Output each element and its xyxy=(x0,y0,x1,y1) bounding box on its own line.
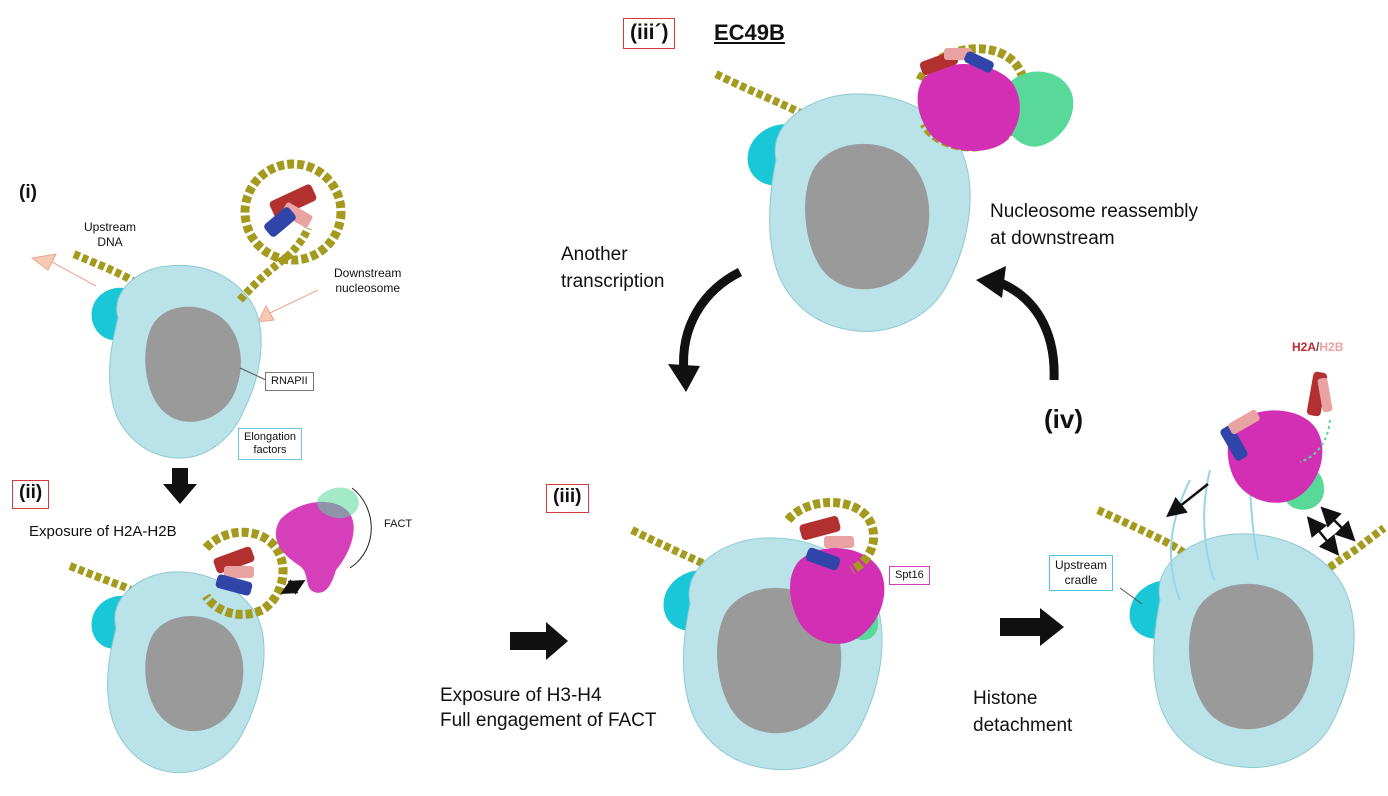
rnapii-leader xyxy=(239,367,267,381)
slash-text: / xyxy=(1316,340,1320,354)
ii-fact-green xyxy=(317,487,359,519)
polymerase-core xyxy=(145,306,241,422)
another-transcription-line2: transcription xyxy=(561,271,665,292)
iii-nucleosome-dna xyxy=(784,498,879,575)
panel-iv-caption-line1: Histone xyxy=(973,688,1038,709)
reassembly-arrowhead xyxy=(976,266,1006,298)
nucleosome-reassembly-line2: at downstream xyxy=(990,228,1115,249)
upstream-cradle-tag: Upstream cradle xyxy=(1049,555,1114,591)
panel-iii-prime-structure xyxy=(714,44,1074,332)
spt16-tag: Spt16 xyxy=(889,566,930,586)
panel-iii-caption-line1: Exposure of H3-H4 xyxy=(440,685,602,706)
panel-iv-caption: Histone detachment xyxy=(973,685,1072,739)
elongation-factors-line1: Elongation xyxy=(244,431,296,443)
upstream-cradle-line2: cradle xyxy=(1064,573,1098,587)
histone-h3 xyxy=(269,184,317,218)
ii-double-arrow xyxy=(280,579,306,595)
ii-fact-magenta xyxy=(275,501,354,593)
iv-double-arrow-2 xyxy=(1320,506,1356,542)
ii-histone-pink xyxy=(224,566,254,578)
panel-i-label: (i) xyxy=(19,182,37,203)
iv-histone-pink xyxy=(1228,409,1260,435)
panel-ii-structure xyxy=(68,487,372,774)
panel-iii-caption-line2: Full engagement of FACT xyxy=(440,710,657,731)
h2a-text: H2A xyxy=(1292,340,1317,354)
iii-prime-histone-blue xyxy=(964,51,994,73)
upstream-dna-label: Upstream DNA xyxy=(84,220,136,250)
h2a-h2b-label: H2A/H2B xyxy=(1292,340,1343,354)
another-transcription-arrowhead xyxy=(668,364,700,392)
downstream-nucleosome-line2: nucleosome xyxy=(335,281,401,295)
iv-fact-magenta xyxy=(1227,410,1323,503)
ec49b-title: EC49B xyxy=(714,20,785,45)
nucleosome-reassembly-label: Nucleosome reassembly at downstream xyxy=(990,198,1198,252)
panel-ii-caption: Exposure of H2A-H2B xyxy=(29,523,177,540)
iii-histone-pink xyxy=(824,536,854,548)
ii-histone-red xyxy=(213,546,255,574)
iv-double-arrow xyxy=(1306,516,1340,556)
panel-iii-prime-label: (iii´) xyxy=(623,18,676,50)
iii-histone-blue xyxy=(805,547,841,571)
ii-histone-blue xyxy=(215,574,253,596)
iv-tether-dotted xyxy=(1299,419,1331,463)
fact-bracket xyxy=(349,487,372,569)
another-transcription-line1: Another xyxy=(561,244,628,265)
upstream-dna-line1: Upstream xyxy=(84,220,137,234)
right-arrow-iii-iv xyxy=(1000,608,1064,646)
reassembly-arrow xyxy=(996,277,1059,381)
ii-nucleosome-dna xyxy=(202,527,288,619)
rnapii-tag: RNAPII xyxy=(265,372,314,392)
iv-histone-blue xyxy=(1220,425,1248,461)
panel-ii-label: (ii) xyxy=(12,480,50,509)
iv-polymerase-core xyxy=(1189,583,1314,730)
ii-polymerase-core xyxy=(145,616,244,732)
histone-h4 xyxy=(264,207,296,237)
panel-iv-caption-line2: detachment xyxy=(973,715,1073,736)
iii-prime-fact-magenta xyxy=(917,63,1020,151)
iii-prime-fact-green xyxy=(1002,71,1074,147)
another-transcription-arrow xyxy=(679,267,743,373)
elongation-factors-tag: Elongation factors xyxy=(238,428,302,460)
upstream-cradle-line1: Upstream xyxy=(1055,558,1108,572)
panel-iii-caption: Exposure of H3-H4 Full engagement of FAC… xyxy=(440,683,657,733)
nucleosome-reassembly-line1: Nucleosome reassembly xyxy=(990,201,1199,222)
panel-iv-label: (iv) xyxy=(1044,404,1083,434)
panel-iii-structure xyxy=(630,498,885,771)
upstream-dna-arrow xyxy=(30,253,97,287)
elongation-factors-line2: factors xyxy=(253,444,287,456)
downstream-nucleosome-arrow xyxy=(257,289,319,323)
iv-arrow-left xyxy=(1166,483,1209,518)
another-transcription-label: Another transcription xyxy=(561,241,665,295)
iii-prime-polymerase-core xyxy=(805,143,930,290)
fact-label: FACT xyxy=(384,518,413,530)
right-arrow-ii-iii xyxy=(510,622,568,660)
upstream-dna-line2: DNA xyxy=(97,235,123,249)
panel-iii-label: (iii) xyxy=(546,484,589,513)
nucleosome-dna-wrap xyxy=(240,159,346,265)
downstream-nucleosome-label: Downstream nucleosome xyxy=(334,266,401,296)
h2b-text: H2B xyxy=(1319,340,1344,354)
iii-histone-red xyxy=(799,515,841,541)
upstream-cradle-leader xyxy=(1119,587,1143,605)
iii-fact-magenta xyxy=(790,547,885,644)
panel-i-structure xyxy=(30,159,346,459)
down-arrow-i-ii xyxy=(163,468,197,504)
panel-iv-structure xyxy=(1096,371,1387,768)
iv-detached-h2b xyxy=(1317,377,1333,413)
downstream-nucleosome-line1: Downstream xyxy=(334,266,402,280)
